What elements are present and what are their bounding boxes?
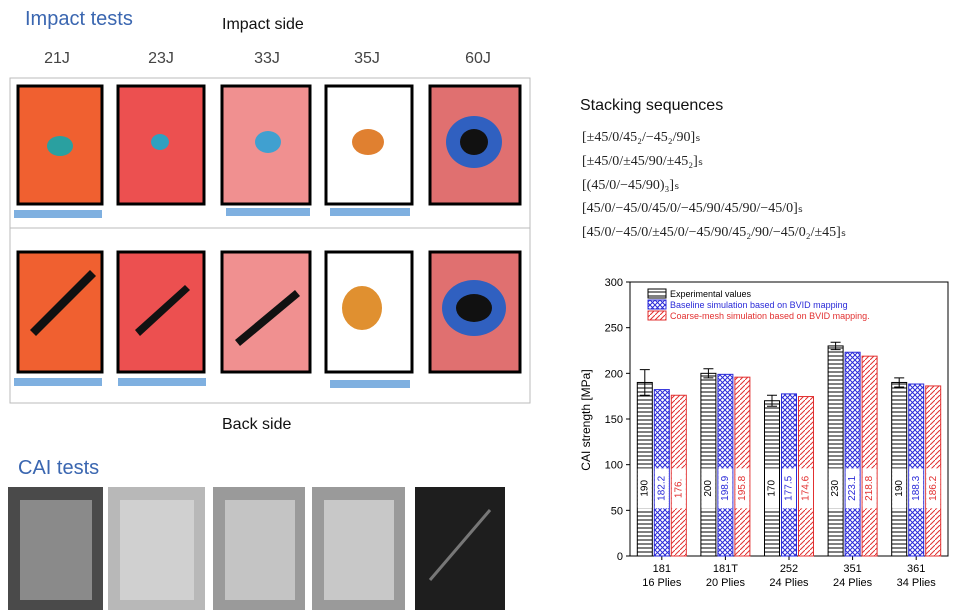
value-label: 174.6 bbox=[801, 475, 812, 500]
bar bbox=[828, 346, 843, 556]
bar bbox=[718, 374, 733, 556]
y-tick-label: 200 bbox=[605, 368, 623, 380]
x-tick-sublabel: 24 Plies bbox=[769, 577, 809, 589]
value-label: 223.1 bbox=[847, 475, 858, 500]
value-label: 230 bbox=[830, 480, 841, 497]
x-tick-label: 351 bbox=[843, 563, 861, 575]
sequence: [45/0/−45/0/±45/0/−45/90/45₂/90/−45/0₂/±… bbox=[582, 224, 846, 241]
y-tick-label: 50 bbox=[611, 505, 623, 517]
x-tick-label: 252 bbox=[780, 563, 798, 575]
value-label: 188.3 bbox=[911, 475, 922, 500]
chart: CAI strength [MPa] 0 50 100 150 200 250 300 181… bbox=[570, 270, 960, 605]
value-label: 170 bbox=[767, 480, 778, 497]
back-side: Back side bbox=[222, 416, 291, 434]
value-label: 218.8 bbox=[864, 475, 875, 500]
legend-swatch bbox=[648, 311, 666, 320]
x-tick-sublabel: 20 Plies bbox=[706, 577, 746, 589]
sequence: [±45/0/45₂/−45₂/90]ₛ bbox=[582, 129, 700, 146]
bar bbox=[701, 373, 716, 556]
legend-label: Coarse-mesh simulation based on BVID map… bbox=[670, 311, 870, 321]
sequence: [±45/0/±45/90/±45₂]ₛ bbox=[582, 153, 703, 170]
bar bbox=[862, 356, 877, 556]
y-tick-label: 0 bbox=[617, 551, 623, 563]
x-tick-label: 181 bbox=[653, 563, 671, 575]
value-label: 182.2 bbox=[656, 475, 667, 500]
value-label: 190 bbox=[894, 480, 905, 497]
x-tick-sublabel: 16 Plies bbox=[642, 577, 682, 589]
value-label: 200 bbox=[703, 480, 714, 497]
y-axis-label: CAI strength [MPa] bbox=[579, 369, 593, 470]
x-tick-sublabel: 34 Plies bbox=[897, 577, 937, 589]
y-tick-label: 150 bbox=[605, 414, 623, 426]
sequence: [45/0/−45/0/45/0/−45/90/45/90/−45/0]ₛ bbox=[582, 200, 803, 217]
value-label: 195.8 bbox=[737, 475, 748, 500]
legend-label: Experimental values bbox=[670, 289, 752, 299]
x-tick-sublabel: 24 Plies bbox=[833, 577, 873, 589]
value-label: 186.2 bbox=[928, 475, 939, 500]
legend-swatch bbox=[648, 300, 666, 309]
legend-label: Baseline simulation based on BVID mappin… bbox=[670, 300, 848, 310]
bar bbox=[735, 377, 750, 556]
value-label: 190 bbox=[639, 480, 650, 497]
y-tick-label: 100 bbox=[605, 460, 623, 472]
value-label: 198.9 bbox=[720, 475, 731, 500]
value-label: 176. bbox=[673, 479, 684, 498]
cai-photos bbox=[8, 487, 505, 610]
legend-swatch bbox=[648, 289, 666, 298]
y-tick-label: 250 bbox=[605, 323, 623, 335]
cai-title: CAI tests bbox=[18, 457, 99, 480]
page: {"impact_title": "Impact tests", "impact… bbox=[0, 0, 963, 610]
stacking-title: Stacking sequences bbox=[580, 97, 723, 115]
value-label: 177.5 bbox=[784, 475, 795, 500]
bar bbox=[845, 352, 860, 556]
y-tick-label: 300 bbox=[605, 277, 623, 289]
sequence: [(45/0/−45/90)₃]ₛ bbox=[582, 177, 679, 194]
x-tick-label: 181T bbox=[713, 563, 738, 575]
x-tick-label: 361 bbox=[907, 563, 925, 575]
